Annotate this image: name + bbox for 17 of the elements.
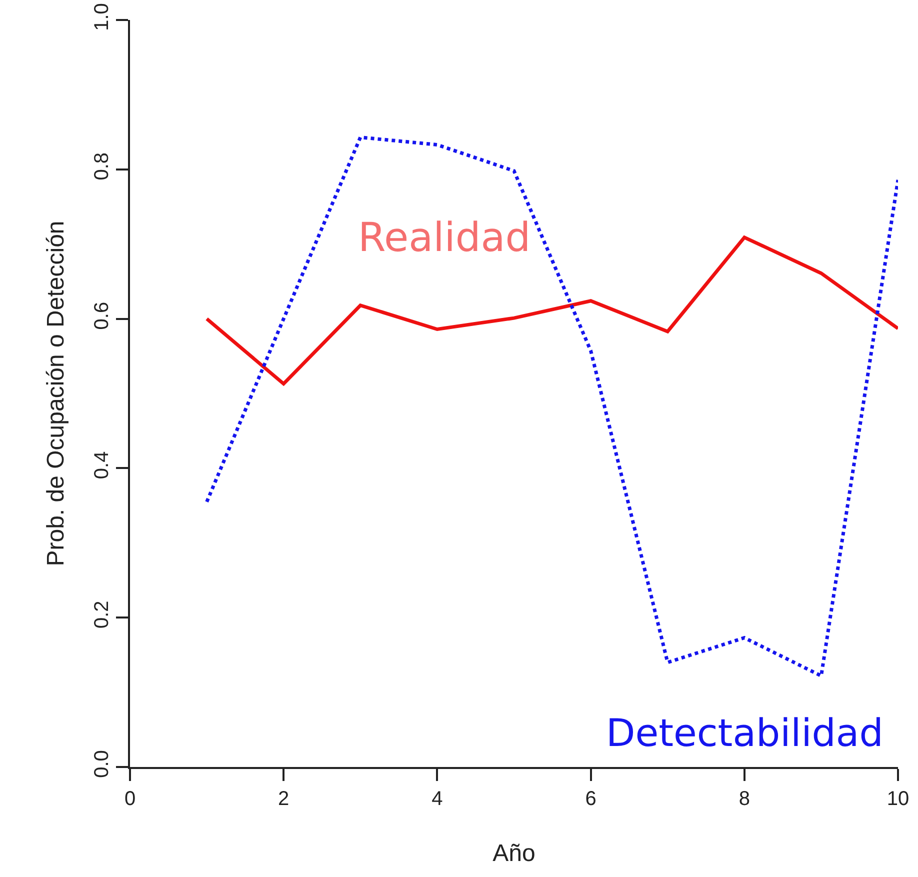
x-tick-label: 4	[432, 788, 443, 810]
x-axis-title: Año	[492, 840, 536, 867]
x-tick-label: 10	[886, 788, 910, 810]
y-tick-label: 0.0	[91, 750, 113, 778]
y-tick-label: 0.2	[91, 600, 113, 629]
line-series	[205, 136, 898, 678]
y-tick-label: 0.8	[91, 152, 113, 180]
series-label: Detectabilidad	[606, 711, 884, 755]
x-tick-label: 2	[278, 788, 290, 810]
x-tick-label: 8	[738, 788, 750, 810]
y-axis-title: Prob. de Ocupación o Detección	[42, 220, 70, 566]
y-tick-label: 0.6	[91, 302, 113, 330]
series-label: Realidad	[358, 215, 531, 261]
x-tick-label: 0	[124, 788, 136, 810]
y-tick-label: 1.0	[91, 3, 113, 31]
x-tick-label: 6	[585, 788, 596, 810]
y-tick-label: 0.4	[91, 451, 113, 480]
